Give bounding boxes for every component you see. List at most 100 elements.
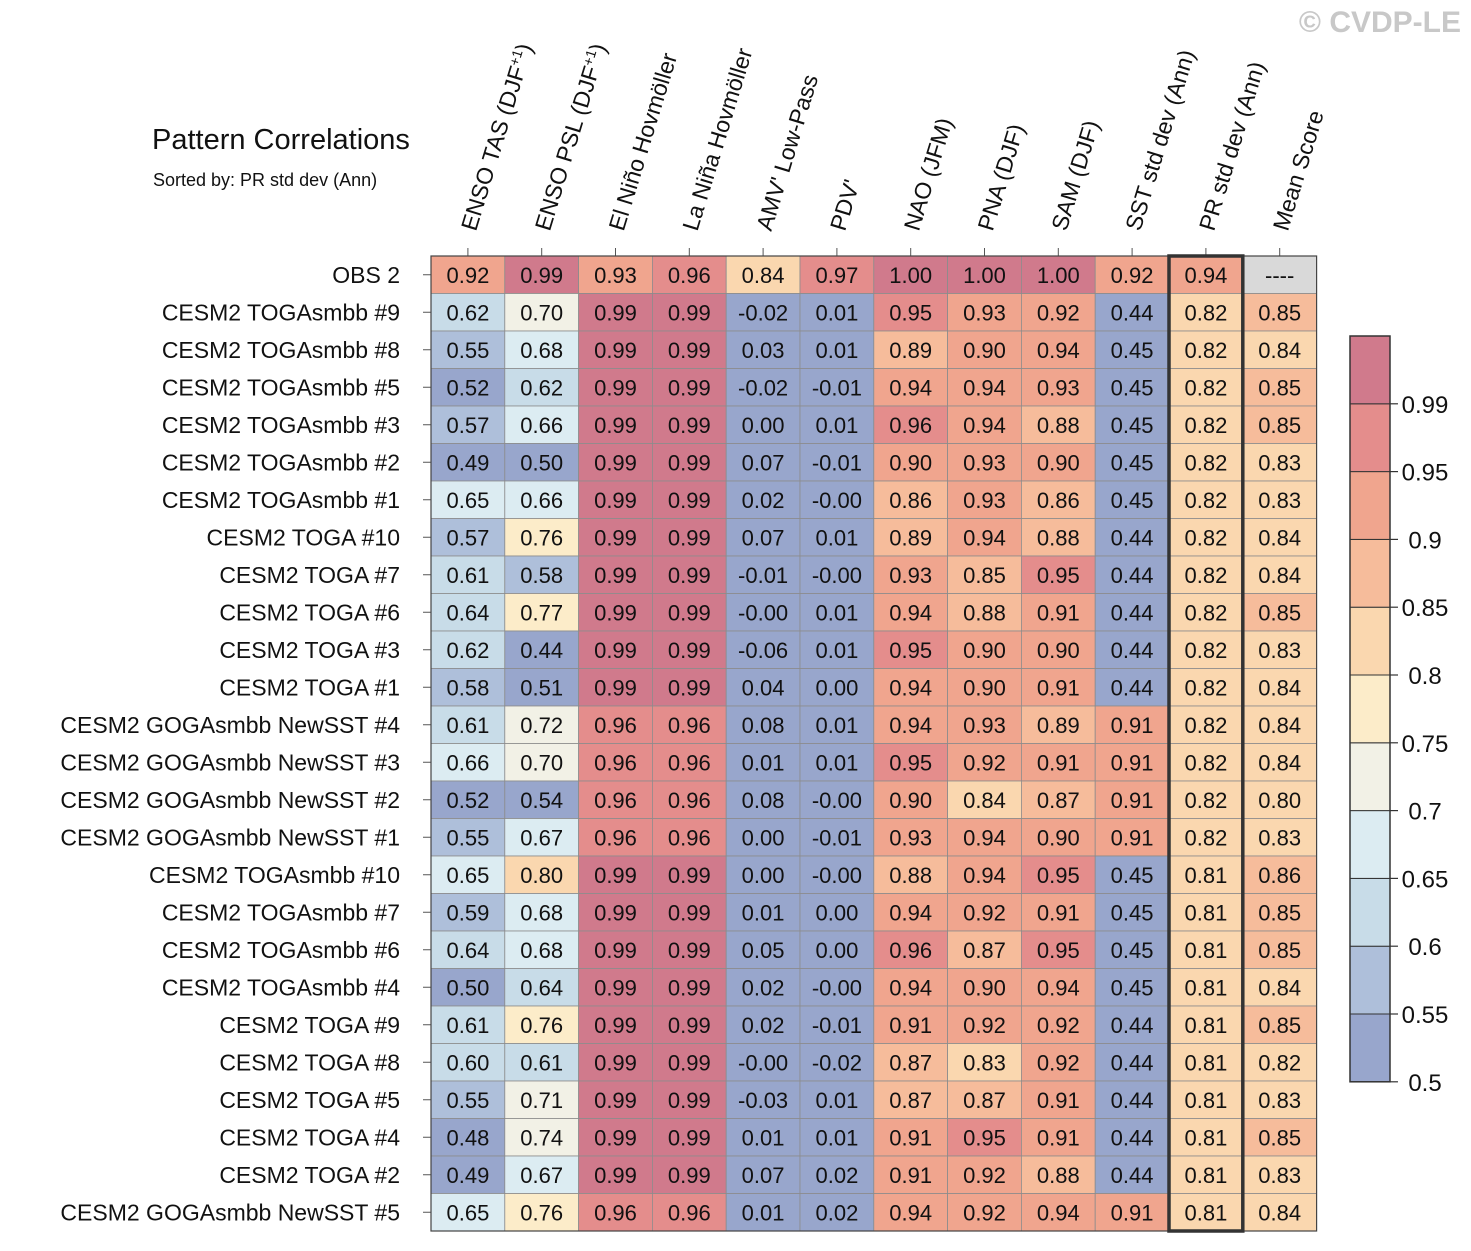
heatmap-cell xyxy=(504,1043,579,1082)
heatmap-cell xyxy=(725,705,801,744)
row-label-cesm2-toga-7: CESM2 TOGA #7 xyxy=(219,562,400,588)
heatmap-cell xyxy=(1094,855,1170,894)
heatmap-cell xyxy=(947,330,1022,369)
row-label-cesm2-toga-5: CESM2 TOGA #5 xyxy=(219,1087,400,1113)
cell-value: 0.76 xyxy=(520,1013,563,1038)
cell-value: 0.81 xyxy=(1184,863,1227,888)
cell-value: 0.45 xyxy=(1111,938,1154,963)
cell-value: 0.88 xyxy=(1037,1163,1080,1188)
table-row: 0.52 0.54 0.96 0.96 0.08 -0.00 0.90 0.84 0.87 0.9… xyxy=(430,780,1318,819)
cell-value: 0.55 xyxy=(446,338,489,363)
cell-value: 0.54 xyxy=(520,788,563,813)
heatmap-cell xyxy=(652,780,727,819)
heatmap-cell xyxy=(1242,293,1318,332)
cell-value: 0.94 xyxy=(1037,975,1080,1000)
cell-value: 0.91 xyxy=(889,1013,932,1038)
colorbar-segment xyxy=(1349,606,1391,676)
heatmap-cell xyxy=(652,368,727,407)
heatmap-cell xyxy=(578,1080,653,1119)
cell-value: 0.01 xyxy=(815,713,858,738)
colorbar-tick-label: 0.8 xyxy=(1408,663,1441,690)
cell-value: 0.44 xyxy=(1111,1013,1154,1038)
cell-value: 0.89 xyxy=(889,525,932,550)
heatmap-cell xyxy=(947,630,1022,669)
cell-value: 0.87 xyxy=(1037,788,1080,813)
heatmap-cell xyxy=(578,555,653,594)
cell-value: 0.92 xyxy=(1111,263,1154,288)
cell-value: 0.99 xyxy=(594,638,637,663)
cell-value: 0.82 xyxy=(1184,413,1227,438)
heatmap-cell xyxy=(652,443,727,482)
cell-value: 0.00 xyxy=(815,938,858,963)
cell-value: 0.01 xyxy=(742,1125,785,1150)
cell-value: 0.66 xyxy=(446,750,489,775)
table-row: 0.64 0.77 0.99 0.99 -0.00 0.01 0.94 0.88 0.91 0.4… xyxy=(430,593,1318,632)
cell-value: 0.93 xyxy=(889,825,932,850)
heatmap-cell xyxy=(430,855,506,894)
cell-value: 0.70 xyxy=(520,750,563,775)
cell-value: 0.99 xyxy=(594,675,637,700)
cell-value: 1.00 xyxy=(963,263,1006,288)
colorbar-tick-label: 0.6 xyxy=(1408,934,1441,961)
cell-value: 0.90 xyxy=(963,975,1006,1000)
row-label-cesm2-toga-8: CESM2 TOGA #8 xyxy=(219,1049,400,1075)
cell-value: 0.84 xyxy=(963,788,1006,813)
heatmap-cell xyxy=(725,405,801,444)
cell-value: 0.99 xyxy=(594,900,637,925)
cell-value: 0.81 xyxy=(1184,1050,1227,1075)
cell-value: 0.95 xyxy=(1037,938,1080,963)
heatmap-cell xyxy=(504,555,579,594)
cell-value: 0.91 xyxy=(1037,1125,1080,1150)
cell-value: 0.91 xyxy=(1037,750,1080,775)
cell-value: 0.01 xyxy=(742,750,785,775)
cell-value: 0.96 xyxy=(889,413,932,438)
column-label-sst-std-dev-ann: SST std dev (Ann) xyxy=(1120,47,1200,234)
cell-value: 0.94 xyxy=(963,413,1006,438)
cell-value: 0.50 xyxy=(520,450,563,475)
heatmap-cell xyxy=(1242,1155,1318,1194)
heatmap-cell xyxy=(578,818,653,857)
cell-value: 0.94 xyxy=(1037,338,1080,363)
heatmap-cell xyxy=(652,705,727,744)
cell-value: 0.85 xyxy=(1258,938,1301,963)
colorbar-segment xyxy=(1349,538,1391,608)
heatmap-cell xyxy=(578,930,653,969)
cell-value: 0.00 xyxy=(815,900,858,925)
heatmap-cell xyxy=(430,1043,506,1082)
heatmap-cell xyxy=(725,1043,801,1082)
heatmap-cell xyxy=(1021,668,1096,707)
heatmap-cell xyxy=(504,368,579,407)
cell-value: 0.02 xyxy=(742,1013,785,1038)
cell-value: 0.94 xyxy=(889,675,932,700)
cell-value: 0.45 xyxy=(1111,488,1154,513)
cell-value: 0.96 xyxy=(594,713,637,738)
heatmap-cell xyxy=(504,818,579,857)
heatmap-cell xyxy=(947,930,1022,969)
cell-value: 0.81 xyxy=(1184,900,1227,925)
cell-value: 0.86 xyxy=(889,488,932,513)
heatmap-cell xyxy=(799,1005,875,1044)
cell-value: 0.91 xyxy=(1037,675,1080,700)
cell-value: 0.52 xyxy=(446,788,489,813)
heatmap-cell xyxy=(1094,368,1170,407)
cell-value: 0.84 xyxy=(1258,975,1301,1000)
cell-value: 0.94 xyxy=(889,713,932,738)
heatmap-cell xyxy=(1021,1080,1096,1119)
cell-value: 0.91 xyxy=(1037,1088,1080,1113)
heatmap-cell xyxy=(652,593,727,632)
cell-value: 0.91 xyxy=(1111,1200,1154,1225)
cell-value: 0.99 xyxy=(594,975,637,1000)
heatmap-cell xyxy=(504,968,579,1007)
cell-value: 0.94 xyxy=(889,600,932,625)
heatmap-cell xyxy=(947,855,1022,894)
cell-value: 0.82 xyxy=(1184,488,1227,513)
heatmap-cell xyxy=(430,593,506,632)
heatmap-cell xyxy=(1094,593,1170,632)
cell-value: 0.93 xyxy=(963,450,1006,475)
cell-value: 0.45 xyxy=(1111,450,1154,475)
table-row: 0.49 0.67 0.99 0.99 0.07 0.02 0.91 0.92 0.88 0.44… xyxy=(430,1155,1318,1194)
heatmap-cells: 0.92 0.99 0.93 0.96 0.84 0.97 1.00 1.00 1.00 0.92… xyxy=(423,248,1318,1233)
heatmap-cell xyxy=(725,930,801,969)
colorbar-tick-label: 0.99 xyxy=(1402,392,1449,419)
